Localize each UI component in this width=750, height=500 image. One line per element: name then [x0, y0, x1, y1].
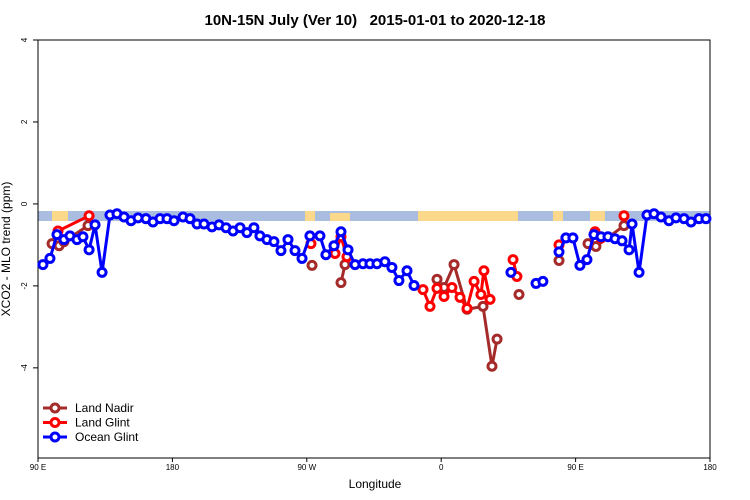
point — [89, 219, 101, 231]
legend-label: Land Glint — [75, 416, 130, 430]
point — [96, 266, 108, 278]
y-tick-label: 0 — [20, 201, 29, 206]
point — [438, 291, 450, 303]
point — [590, 241, 602, 253]
point — [567, 232, 579, 244]
x-axis-label: Longitude — [349, 477, 402, 491]
land-patch — [330, 213, 350, 221]
point — [424, 300, 436, 312]
point — [553, 246, 565, 258]
land-patch — [590, 211, 605, 221]
point — [83, 244, 95, 256]
point — [51, 229, 63, 241]
point — [296, 252, 308, 264]
point — [184, 213, 196, 225]
land-patch — [553, 211, 563, 221]
y-tick-label: 4 — [20, 37, 29, 42]
legend-label: Ocean Glint — [75, 430, 139, 444]
surface-band — [38, 211, 710, 221]
point — [507, 254, 519, 266]
point — [537, 275, 549, 287]
x-tick-label: 90 W — [297, 463, 316, 472]
point — [314, 230, 326, 242]
point — [491, 333, 503, 345]
ocean-band — [38, 211, 710, 221]
point — [379, 256, 391, 268]
point — [478, 265, 490, 277]
land-patch — [305, 211, 315, 221]
point — [386, 261, 398, 273]
point — [574, 259, 586, 271]
series — [37, 208, 712, 291]
x-tick-label: 90 E — [567, 463, 583, 472]
point — [268, 236, 280, 248]
y-tick-label: -4 — [20, 364, 29, 372]
point — [342, 244, 354, 256]
x-tick-label: 180 — [703, 463, 717, 472]
point — [446, 282, 458, 294]
legend-label: Land Nadir — [75, 401, 134, 415]
legend-marker — [49, 417, 61, 428]
land-patch — [52, 211, 68, 221]
point — [553, 254, 565, 266]
point — [393, 275, 405, 287]
point — [484, 293, 496, 305]
point — [289, 245, 301, 257]
point — [618, 210, 630, 222]
point — [626, 218, 638, 230]
point — [282, 234, 294, 246]
point — [304, 230, 316, 242]
point — [461, 302, 473, 314]
plot-frame — [37, 39, 711, 459]
y-tick-label: 2 — [20, 119, 29, 124]
point — [335, 277, 347, 289]
point — [37, 259, 49, 271]
point — [417, 284, 429, 296]
point — [431, 273, 443, 285]
chart-title: 10N-15N July (Ver 10) 2015-01-01 to 2020… — [204, 12, 545, 29]
point — [306, 259, 318, 271]
point — [477, 300, 489, 312]
point — [468, 275, 480, 287]
y-axis-label: XCO2 - MLO trend (ppm) — [0, 182, 13, 317]
point — [408, 279, 420, 291]
point — [431, 282, 443, 294]
x-tick-label: 180 — [166, 463, 180, 472]
legend-marker — [49, 431, 61, 443]
point — [454, 291, 466, 303]
point — [241, 227, 253, 239]
legend-marker — [49, 402, 61, 414]
y-tick-label: -2 — [20, 282, 29, 290]
point — [83, 210, 95, 222]
point — [700, 213, 712, 225]
x-tick-label: 90 E — [30, 463, 46, 472]
point — [328, 240, 340, 252]
point — [505, 266, 517, 278]
point — [275, 245, 287, 257]
point — [486, 360, 498, 372]
point — [633, 266, 645, 278]
point — [44, 252, 56, 264]
point — [475, 288, 487, 300]
point — [401, 265, 413, 277]
point — [77, 231, 89, 243]
point — [623, 244, 635, 256]
x-tick-label: 0 — [439, 463, 444, 472]
point — [513, 288, 525, 300]
point — [448, 259, 460, 271]
point — [168, 215, 180, 227]
point — [616, 235, 628, 247]
point — [320, 249, 332, 261]
point — [248, 222, 260, 234]
land-patch — [418, 211, 518, 221]
point — [581, 254, 593, 266]
point — [335, 226, 347, 238]
point — [234, 222, 246, 234]
